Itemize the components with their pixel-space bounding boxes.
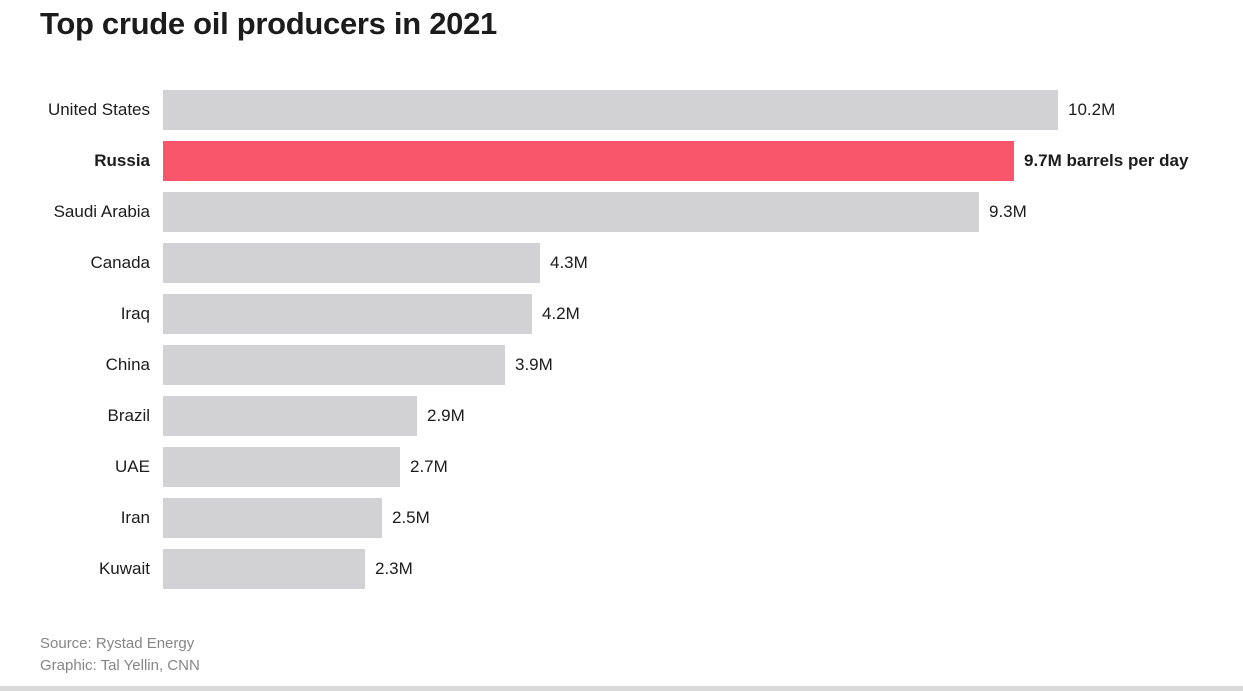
bar-track: 3.9M xyxy=(163,345,1243,385)
bar-value: 2.5M xyxy=(392,508,430,527)
bar-track: 2.3M xyxy=(163,549,1243,589)
bar-label: Iraq xyxy=(120,304,150,323)
bar-track: 9.3M xyxy=(163,192,1243,232)
highlighted-bar xyxy=(163,141,1014,181)
bar-value: 2.3M xyxy=(375,559,413,578)
chart-footer: Source: Rystad Energy Graphic: Tal Yelli… xyxy=(40,633,1243,677)
bar xyxy=(163,498,382,538)
bar-label: Kuwait xyxy=(98,559,150,578)
bar xyxy=(163,294,532,334)
bar-value: 3.9M xyxy=(515,355,553,374)
bar-row: Brazil 2.9M xyxy=(0,396,1243,436)
bar-track: 4.3M xyxy=(163,243,1243,283)
bar xyxy=(163,345,505,385)
bar-label: United States xyxy=(47,100,150,119)
bar-row: Canada 4.3M xyxy=(0,243,1243,283)
bar-row: Iraq 4.2M xyxy=(0,294,1243,334)
bar-label: Russia xyxy=(94,151,150,170)
source-text: Source: Rystad Energy xyxy=(40,635,195,652)
bar-value: 10.2M xyxy=(1068,100,1116,119)
bar-value: 2.9M xyxy=(427,406,465,425)
bar-label: Iran xyxy=(120,508,150,527)
bar-row: Kuwait 2.3M xyxy=(0,549,1243,589)
page: Top crude oil producers in 2021 United S… xyxy=(0,6,1243,691)
bar-value: 4.2M xyxy=(542,304,580,323)
bar-label: Saudi Arabia xyxy=(53,202,150,221)
bar xyxy=(163,90,1058,130)
bar-track: 9.7M barrels per day xyxy=(163,141,1243,181)
bar xyxy=(163,243,540,283)
bar-track: 2.5M xyxy=(163,498,1243,538)
bar-label: Canada xyxy=(90,253,150,272)
bar xyxy=(163,396,417,436)
bar-track: 4.2M xyxy=(163,294,1243,334)
bar-row: UAE 2.7M xyxy=(0,447,1243,487)
bar xyxy=(163,549,365,589)
bar-row: Iran 2.5M xyxy=(0,498,1243,538)
bar-label: Brazil xyxy=(107,406,150,425)
bar-value: 9.7M barrels per day xyxy=(1024,151,1189,170)
bar-chart: United States 10.2M Russia 9.7M barrels per… xyxy=(0,90,1243,589)
bar-row: Saudi Arabia 9.3M xyxy=(0,192,1243,232)
bar-track: 2.9M xyxy=(163,396,1243,436)
bar xyxy=(163,447,400,487)
bar-row: United States 10.2M xyxy=(0,90,1243,130)
bar-track: 2.7M xyxy=(163,447,1243,487)
bar-value: 4.3M xyxy=(550,253,588,272)
bar-value: 9.3M xyxy=(989,202,1027,221)
bar-label: China xyxy=(105,355,150,374)
bar-track: 10.2M xyxy=(163,90,1243,130)
credit-text: Graphic: Tal Yellin, CNN xyxy=(40,657,200,674)
bar-value: 2.7M xyxy=(410,457,448,476)
bar-label: UAE xyxy=(115,457,150,476)
page-bottom-edge xyxy=(0,686,1243,691)
chart-title: Top crude oil producers in 2021 xyxy=(40,6,497,41)
bar-row: Russia 9.7M barrels per day xyxy=(0,141,1243,181)
bar xyxy=(163,192,979,232)
bar-row: China 3.9M xyxy=(0,345,1243,385)
